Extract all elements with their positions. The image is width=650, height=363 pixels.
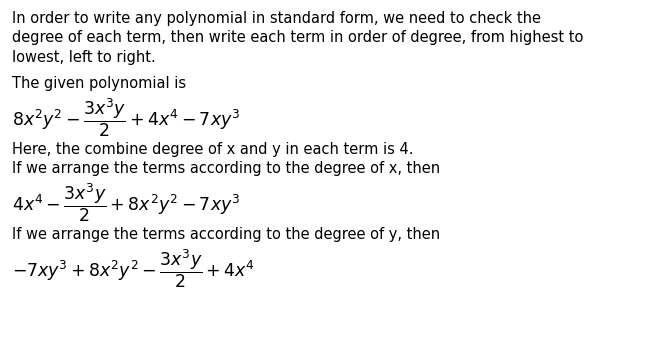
- Text: Here, the combine degree of x and y in each term is 4.: Here, the combine degree of x and y in e…: [12, 142, 413, 156]
- Text: lowest, left to right.: lowest, left to right.: [12, 50, 155, 65]
- Text: If we arrange the terms according to the degree of x, then: If we arrange the terms according to the…: [12, 161, 440, 176]
- Text: $4x^4 - \dfrac{3x^3y}{2} + 8x^2y^2 - 7xy^3$: $4x^4 - \dfrac{3x^3y}{2} + 8x^2y^2 - 7xy…: [12, 182, 240, 224]
- Text: $-7xy^3 + 8x^2y^2 - \dfrac{3x^3y}{2} + 4x^4$: $-7xy^3 + 8x^2y^2 - \dfrac{3x^3y}{2} + 4…: [12, 248, 255, 290]
- Text: degree of each term, then write each term in order of degree, from highest to: degree of each term, then write each ter…: [12, 30, 583, 45]
- Text: The given polynomial is: The given polynomial is: [12, 76, 186, 91]
- Text: $8x^2y^2 - \dfrac{3x^3y}{2} + 4x^4 - 7xy^3$: $8x^2y^2 - \dfrac{3x^3y}{2} + 4x^4 - 7xy…: [12, 96, 240, 139]
- Text: If we arrange the terms according to the degree of y, then: If we arrange the terms according to the…: [12, 227, 440, 242]
- Text: In order to write any polynomial in standard form, we need to check the: In order to write any polynomial in stan…: [12, 11, 541, 26]
